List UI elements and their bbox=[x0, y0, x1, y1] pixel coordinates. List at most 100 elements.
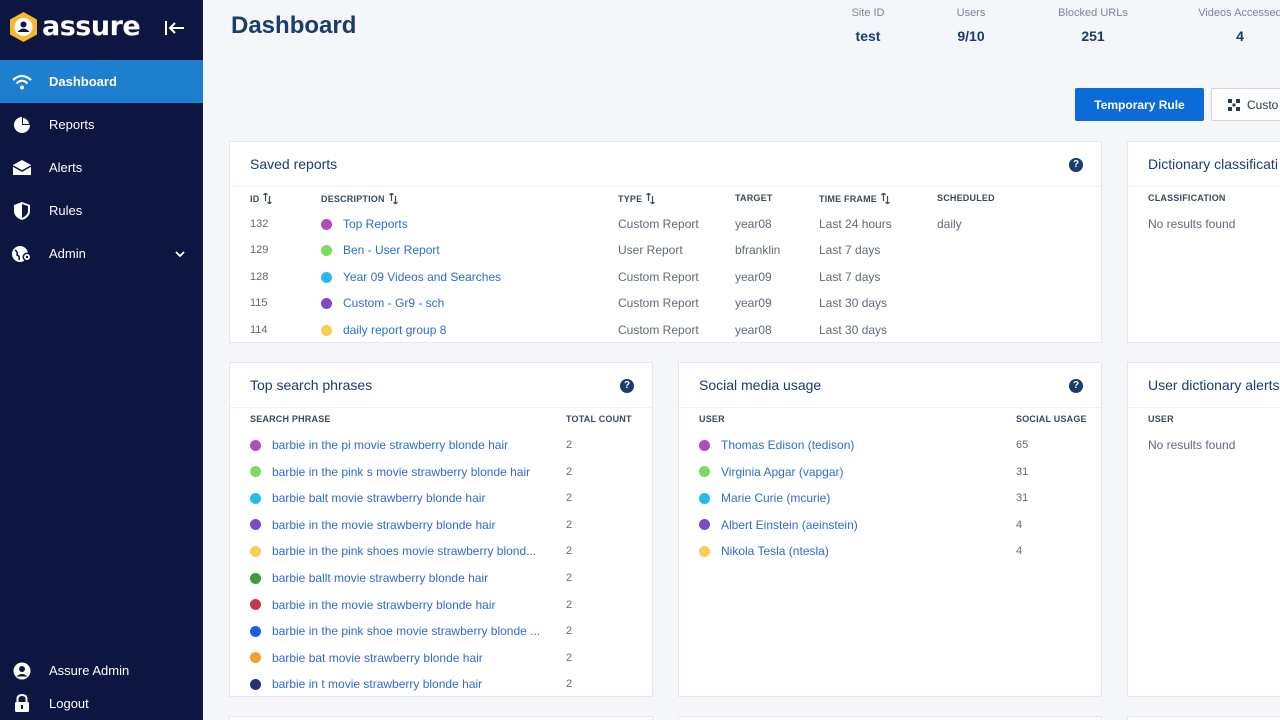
report-target: year09 bbox=[735, 296, 772, 310]
sidebar-item-admin[interactable]: Admin bbox=[0, 232, 203, 275]
divider bbox=[230, 186, 1101, 187]
search-phrase-row[interactable]: barbie in t movie strawberry blonde hair bbox=[250, 677, 482, 691]
search-phrase-row-value: 2 bbox=[566, 651, 573, 664]
sort-icon bbox=[263, 193, 273, 204]
custom-button[interactable]: Custo bbox=[1211, 88, 1280, 121]
search-phrase-row[interactable]: barbie in the pink shoes movie strawberr… bbox=[250, 544, 536, 558]
stat-users: Users 9/10 bbox=[916, 7, 1026, 44]
color-dot bbox=[699, 466, 710, 478]
search-phrase-row[interactable]: barbie ballt movie strawberry blonde hai… bbox=[250, 571, 488, 585]
sidebar-item-rules[interactable]: Rules bbox=[0, 189, 203, 232]
report-time-frame: Last 30 days bbox=[819, 323, 888, 337]
report-link[interactable]: Custom - Gr9 - sch bbox=[321, 296, 444, 310]
search-phrase-row-label: barbie in the pink shoe movie strawberry… bbox=[272, 624, 541, 639]
social-usage-row-value: 4 bbox=[1016, 518, 1023, 531]
report-link[interactable]: Year 09 Videos and Searches bbox=[321, 270, 501, 284]
next-card bbox=[1127, 716, 1280, 720]
brand-name: assure bbox=[42, 11, 141, 42]
report-target: year08 bbox=[735, 323, 772, 337]
stat-blocked-urls: Blocked URLs 251 bbox=[1038, 7, 1148, 44]
color-dot bbox=[250, 652, 261, 664]
sidebar-logout[interactable]: Logout bbox=[0, 682, 203, 720]
collapse-sidebar-icon[interactable] bbox=[164, 19, 186, 37]
report-link[interactable]: Top Reports bbox=[321, 217, 408, 231]
social-usage-row[interactable]: Albert Einstein (aeinstein) bbox=[699, 518, 858, 532]
sidebar-item-alerts[interactable]: Alerts bbox=[0, 146, 203, 189]
social-usage-row[interactable]: Thomas Edison (tedison) bbox=[699, 438, 854, 452]
envelope-icon bbox=[12, 158, 32, 178]
report-id: 115 bbox=[250, 297, 268, 309]
chevron-down-icon[interactable] bbox=[173, 247, 187, 261]
report-id: 128 bbox=[250, 271, 269, 283]
color-dot bbox=[321, 271, 332, 283]
column-header-description[interactable]: DESCRIPTION bbox=[321, 193, 398, 204]
report-scheduled: daily bbox=[937, 217, 962, 231]
search-phrase-row[interactable]: barbie in the pink shoe movie strawberry… bbox=[250, 624, 540, 638]
stat-label: Site ID bbox=[851, 7, 885, 19]
report-type: User Report bbox=[618, 243, 683, 257]
social-usage-row-label: Virginia Apgar (vapgar) bbox=[721, 464, 844, 479]
sidebar-item-dashboard[interactable]: Dashboard bbox=[0, 60, 203, 103]
sidebar-user[interactable]: Assure Admin bbox=[0, 649, 203, 692]
lock-icon bbox=[12, 694, 32, 714]
report-type: Custom Report bbox=[618, 296, 699, 310]
report-id: 132 bbox=[250, 218, 269, 230]
report-id: 114 bbox=[250, 324, 268, 336]
card-title: Top search phrases bbox=[250, 377, 373, 393]
next-card bbox=[229, 716, 653, 720]
search-phrase-row-label: barbie in the pink s movie strawberry bl… bbox=[272, 464, 531, 479]
social-usage-row[interactable]: Nikola Tesla (ntesla) bbox=[699, 544, 829, 558]
column-header-id[interactable]: ID bbox=[250, 193, 273, 204]
page-title: Dashboard bbox=[231, 12, 357, 39]
color-dot bbox=[321, 297, 332, 309]
report-link[interactable]: daily report group 8 bbox=[321, 323, 446, 337]
sort-icon bbox=[388, 193, 398, 204]
stat-value: test bbox=[855, 28, 881, 44]
search-phrase-row[interactable]: barbie balt movie strawberry blonde hair bbox=[250, 491, 485, 505]
temporary-rule-button[interactable]: Temporary Rule bbox=[1075, 88, 1204, 121]
social-usage-row-label: Nikola Tesla (ntesla) bbox=[721, 544, 829, 559]
card-title: Dictionary classificati bbox=[1148, 156, 1278, 172]
brand[interactable]: assure bbox=[10, 11, 141, 42]
assure-logo-icon bbox=[10, 12, 37, 42]
divider bbox=[1128, 186, 1280, 187]
column-header-scheduled: SCHEDULED bbox=[937, 193, 995, 203]
search-phrase-row-label: barbie in the movie strawberry blonde ha… bbox=[272, 597, 496, 612]
stat-value: 251 bbox=[1081, 28, 1105, 44]
help-icon[interactable]: ? bbox=[1069, 158, 1083, 172]
saved-reports-card: Saved reports ? ID DESCRIPTION TYPE TARG… bbox=[229, 141, 1102, 343]
social-usage-row[interactable]: Marie Curie (mcurie) bbox=[699, 491, 830, 505]
column-header-type[interactable]: TYPE bbox=[618, 193, 656, 204]
search-phrase-row[interactable]: barbie in the pi movie strawberry blonde… bbox=[250, 438, 508, 452]
sidebar: assure Dashboard Reports Alerts Rules Ad… bbox=[0, 0, 203, 720]
column-header-search-phrase: SEARCH PHRASE bbox=[250, 414, 331, 424]
search-phrase-row-label: barbie in t movie strawberry blonde hair bbox=[272, 677, 483, 692]
search-phrase-row-value: 2 bbox=[566, 492, 573, 505]
search-phrase-row-label: barbie in the pink shoes movie strawberr… bbox=[272, 544, 537, 559]
search-phrase-row[interactable]: barbie in the movie strawberry blonde ha… bbox=[250, 598, 495, 612]
sidebar-item-reports[interactable]: Reports bbox=[0, 103, 203, 146]
help-icon[interactable]: ? bbox=[620, 379, 634, 393]
report-type: Custom Report bbox=[618, 270, 699, 284]
card-title: Social media usage bbox=[699, 377, 822, 393]
search-phrase-row-value: 2 bbox=[566, 465, 573, 478]
social-usage-row-value: 31 bbox=[1016, 492, 1029, 505]
social-usage-row-value: 65 bbox=[1016, 439, 1029, 451]
search-phrase-row-value: 2 bbox=[566, 545, 573, 558]
stat-site-id: Site ID test bbox=[813, 7, 923, 44]
sidebar-user-name: Assure Admin bbox=[49, 663, 130, 678]
column-header-time-frame[interactable]: TIME FRAME bbox=[819, 193, 890, 204]
search-phrase-row-label: barbie balt movie strawberry blonde hair bbox=[272, 491, 486, 506]
search-phrase-row[interactable]: barbie bat movie strawberry blonde hair bbox=[250, 651, 483, 665]
report-link[interactable]: Ben - User Report bbox=[321, 243, 440, 257]
pie-chart-icon bbox=[12, 115, 32, 135]
search-phrase-row[interactable]: barbie in the movie strawberry blonde ha… bbox=[250, 518, 495, 532]
user-avatar-icon bbox=[12, 661, 32, 681]
color-dot bbox=[250, 439, 261, 451]
help-icon[interactable]: ? bbox=[1069, 379, 1083, 393]
stat-value: 9/10 bbox=[957, 28, 985, 44]
social-usage-row[interactable]: Virginia Apgar (vapgar) bbox=[699, 465, 844, 479]
column-header-classification: CLASSIFICATION bbox=[1148, 193, 1226, 203]
color-dot bbox=[250, 678, 261, 690]
search-phrase-row[interactable]: barbie in the pink s movie strawberry bl… bbox=[250, 465, 530, 479]
